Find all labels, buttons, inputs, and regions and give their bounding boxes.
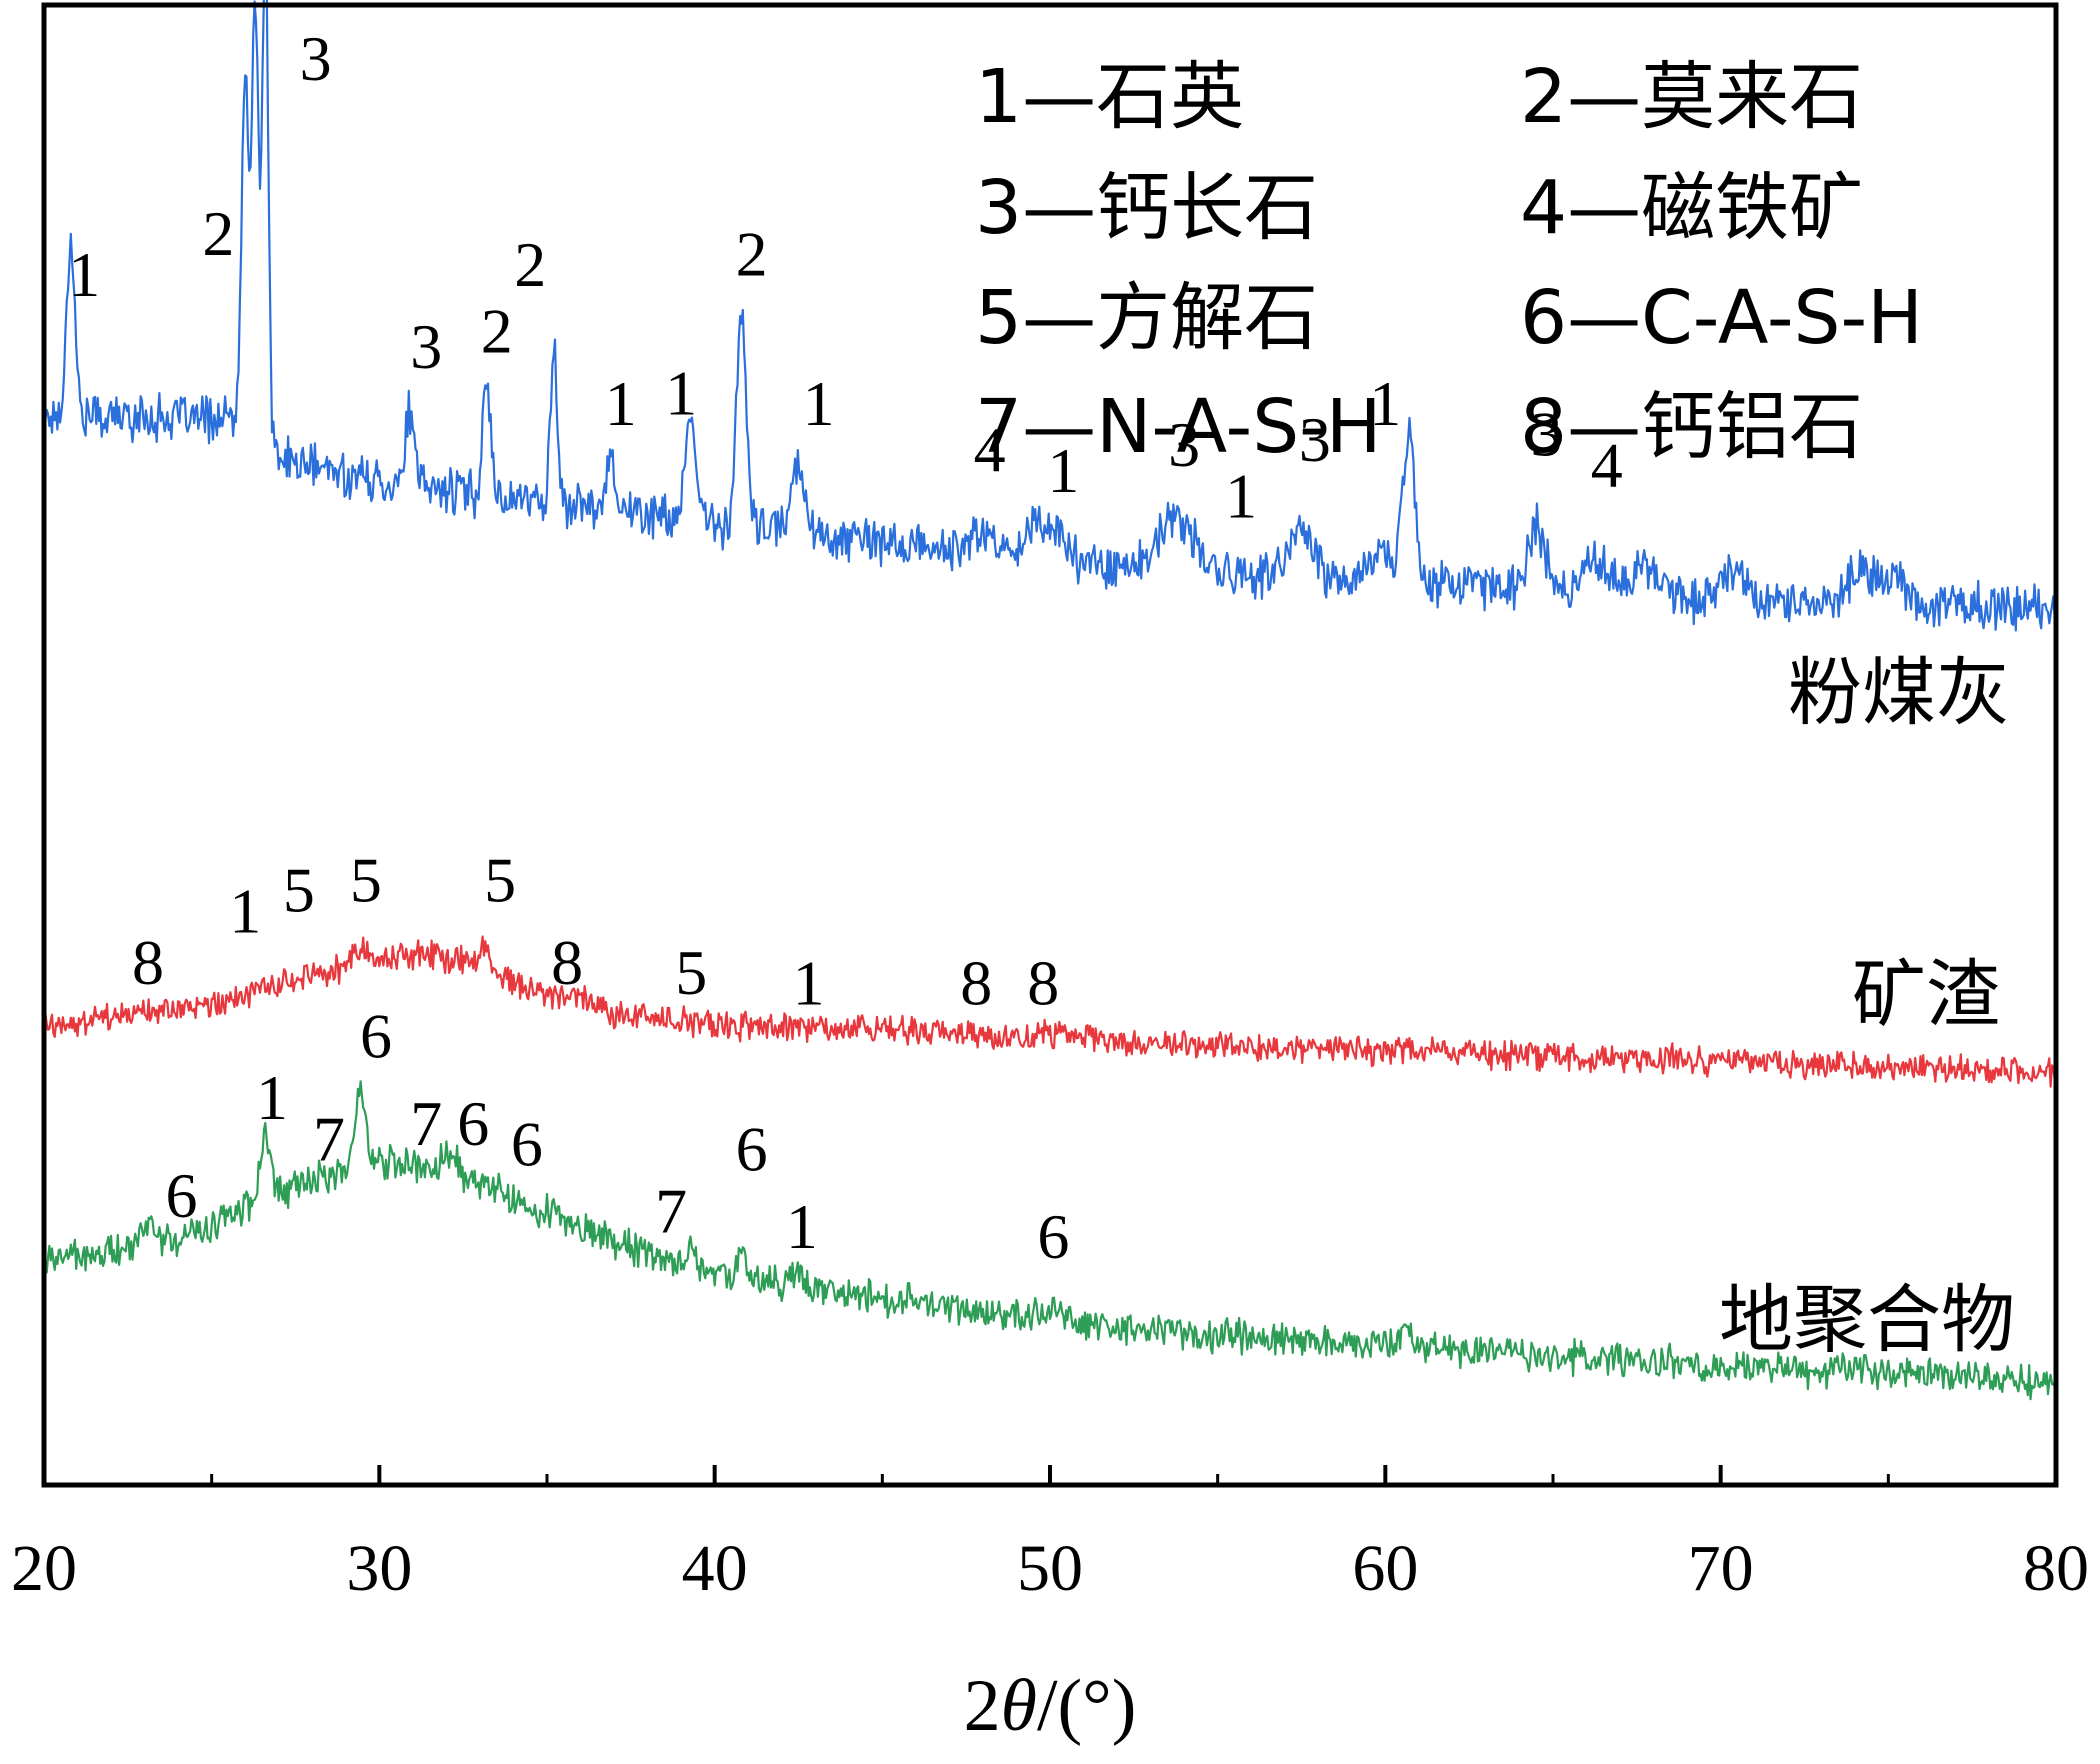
series-label-2: 地聚合物 [1719, 1277, 2015, 1363]
peak-label: 8 [132, 927, 164, 998]
peak-label: 1 [1369, 368, 1401, 439]
legend-entry: 2—莫来石 [1520, 54, 1863, 140]
x-tick-label: 60 [1352, 1532, 1418, 1605]
legend: 1—石英 2—莫来石 3—钙长石 4—磁铁矿 5—方解石 6—C-A-S-H 7—N-A-S… [975, 54, 1923, 470]
series-line-2 [43, 1080, 2057, 1401]
legend-entry: 3—钙长石 [975, 165, 1318, 251]
peak-label: 1 [605, 368, 637, 439]
peak-label-layer: 1221332211214131313481555851886176766761… [68, 0, 1623, 1272]
peak-label: 1 [256, 1062, 288, 1133]
x-tick-label: 80 [2023, 1532, 2089, 1605]
peak-label: 1 [793, 947, 825, 1018]
peak-label: 2 [514, 229, 546, 300]
legend-entry: 6—C-A-S-H [1520, 275, 1923, 361]
peak-label: 3 [410, 311, 442, 382]
peak-label: 8 [551, 927, 583, 998]
curve-layer [42, 0, 2058, 1401]
peak-label: 3 [1530, 399, 1562, 470]
peak-label: 1 [1225, 461, 1257, 532]
peak-label: 5 [283, 855, 315, 926]
peak-label: 1 [786, 1191, 818, 1262]
peak-label: 3 [1299, 404, 1331, 475]
x-tick-label: 40 [682, 1532, 748, 1605]
series-line-1 [42, 935, 2058, 1088]
legend-entry: 7—N-A-S-H [975, 384, 1382, 470]
peak-label: 1 [1047, 435, 1079, 506]
peak-label: 3 [1168, 409, 1200, 480]
x-axis: 20 30 40 50 60 70 80 [11, 1465, 2089, 1605]
peak-label: 7 [313, 1103, 345, 1174]
legend-entry: 8—钙铝石 [1520, 384, 1863, 470]
x-axis-title-symbol: θ [1001, 1665, 1037, 1747]
peak-label: 6 [736, 1114, 768, 1185]
x-axis-title-prefix: 2 [964, 1665, 1001, 1747]
peak-label: 6 [166, 1160, 198, 1231]
peak-label: 5 [350, 844, 382, 915]
peak-label: 2 [219, 0, 251, 1]
peak-label: 4 [974, 414, 1006, 485]
peak-label: 4 [1591, 430, 1623, 501]
peak-label: 6 [360, 1000, 392, 1071]
x-tick-label: 70 [1688, 1532, 1754, 1605]
x-tick-label: 20 [11, 1532, 77, 1605]
peak-label: 2 [481, 296, 513, 367]
peak-label: 7 [655, 1176, 687, 1247]
peak-label: 1 [803, 368, 835, 439]
peak-label: 5 [675, 937, 707, 1008]
series-label-0: 粉煤灰 [1788, 650, 2010, 736]
x-axis-title-unit: /(°) [1037, 1665, 1136, 1747]
peak-label: 7 [410, 1088, 442, 1159]
peak-label: 6 [457, 1088, 489, 1159]
peak-label: 6 [511, 1109, 543, 1180]
peak-label: 8 [1027, 947, 1059, 1018]
peak-label: 6 [1037, 1201, 1069, 1272]
x-tick-label: 50 [1017, 1532, 1083, 1605]
peak-label: 2 [202, 198, 234, 269]
legend-entry: 5—方解石 [975, 275, 1318, 361]
peak-label: 3 [300, 23, 332, 94]
peak-label: 2 [736, 218, 768, 289]
legend-entry: 4—磁铁矿 [1520, 165, 1863, 251]
series-line-0 [43, 0, 2058, 632]
x-tick-label: 30 [346, 1532, 412, 1605]
peak-label: 1 [68, 239, 100, 310]
peak-label: 1 [229, 875, 261, 946]
peak-label: 5 [484, 844, 516, 915]
series-label-1: 矿渣 [1852, 952, 2000, 1038]
peak-label: 8 [960, 947, 992, 1018]
peak-label: 1 [665, 358, 697, 429]
x-axis-title: 2θ/(°) [964, 1665, 1137, 1747]
legend-entry: 1—石英 [975, 54, 1244, 140]
